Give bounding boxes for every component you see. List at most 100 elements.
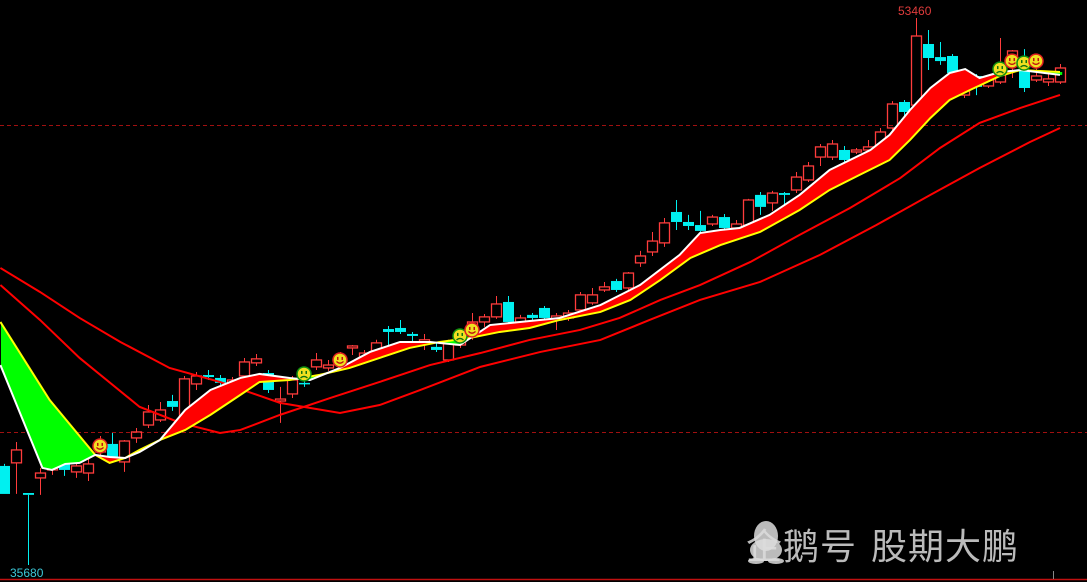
band-slice [977, 76, 979, 87]
band-slice [42, 387, 44, 467]
candle-body [346, 345, 359, 349]
candle-up [130, 427, 143, 443]
band-slice [39, 383, 41, 460]
band-slice [679, 255, 681, 267]
band-slice [988, 75, 990, 82]
candle-up [622, 271, 635, 290]
band-slice [232, 381, 234, 401]
band-slice [718, 230, 720, 247]
band-slice [231, 381, 233, 402]
band-slice [190, 406, 192, 428]
band-slice [25, 360, 27, 426]
band-slice [177, 419, 179, 434]
band-slice [897, 125, 899, 153]
band-slice [63, 416, 65, 465]
candles [0, 18, 1067, 565]
band-slice [904, 117, 906, 146]
band-slice [275, 376, 277, 381]
band-slice [250, 375, 252, 389]
band-slice [347, 364, 349, 369]
band-slice [780, 207, 782, 221]
band-slice [178, 418, 180, 433]
band-slice [30, 368, 32, 438]
band-slice [172, 425, 174, 436]
candle-up [814, 143, 827, 166]
band-slice [60, 412, 62, 467]
band-slice [248, 376, 250, 390]
band-slice [2, 324, 4, 369]
band-slice [854, 158, 856, 178]
candle-body [215, 377, 226, 383]
band-slice [608, 301, 610, 309]
band-slice [83, 440, 85, 462]
candle-up [706, 214, 719, 226]
band-slice [870, 150, 872, 170]
band-slice [776, 210, 778, 224]
candle-body [671, 211, 682, 222]
band-slice [732, 228, 734, 242]
band-slice [534, 320, 536, 327]
band-slice [605, 302, 607, 311]
band-slice [421, 341, 423, 346]
band-slice [70, 424, 72, 464]
band-slice [487, 327, 489, 335]
band-slice [926, 92, 928, 123]
band-slice [355, 359, 357, 367]
band-slice [352, 361, 354, 368]
band-slice [77, 432, 79, 464]
band-slice [387, 346, 389, 356]
band-slice [240, 378, 242, 396]
band-slice [392, 344, 394, 354]
band-slice [821, 177, 823, 196]
band-slice [612, 299, 614, 308]
band-slice [813, 183, 815, 202]
candle-body [766, 192, 779, 204]
band-slice [728, 229, 730, 243]
band-slice [850, 159, 852, 180]
band-slice [109, 456, 111, 463]
band-slice [714, 230, 716, 248]
band-slice [702, 232, 704, 253]
band-slice [657, 272, 659, 283]
high-price-label: 53460 [898, 4, 932, 18]
band-slice [927, 91, 929, 122]
band-slice [872, 148, 874, 169]
band-slice [971, 72, 973, 90]
band-slice [723, 229, 725, 245]
band-slice [774, 211, 776, 225]
band-slice [164, 435, 166, 439]
band-slice [212, 389, 214, 414]
band-slice [615, 297, 617, 307]
band-slice [746, 225, 748, 237]
band-slice [91, 449, 93, 458]
band-slice [765, 216, 767, 230]
band-slice [185, 410, 187, 431]
band-slice [73, 428, 75, 464]
band-slice [281, 376, 283, 381]
band-slice [677, 256, 679, 268]
band-slice [703, 232, 705, 253]
band-slice [227, 383, 229, 404]
watermark-author: 股期大鹏 [871, 527, 1020, 568]
band-slice [733, 228, 735, 241]
band-slice [233, 380, 235, 400]
band-slice [630, 290, 632, 301]
band-slice [972, 73, 974, 90]
band-slice [1055, 71, 1057, 75]
band-slice [206, 393, 208, 418]
candle-body [886, 103, 899, 129]
band-slice [311, 376, 313, 380]
band-slice [1051, 71, 1053, 74]
band-slice [579, 311, 581, 317]
band-slice [707, 231, 709, 251]
band-slice [530, 320, 532, 328]
band-slice [18, 349, 20, 409]
band-slice [12, 340, 14, 394]
band-slice [604, 303, 606, 311]
band-slice [419, 341, 421, 347]
band-slice [987, 75, 989, 83]
band-slice [589, 308, 591, 315]
band-slice [274, 375, 276, 381]
band-slice [668, 263, 670, 275]
candle-down [719, 213, 730, 230]
